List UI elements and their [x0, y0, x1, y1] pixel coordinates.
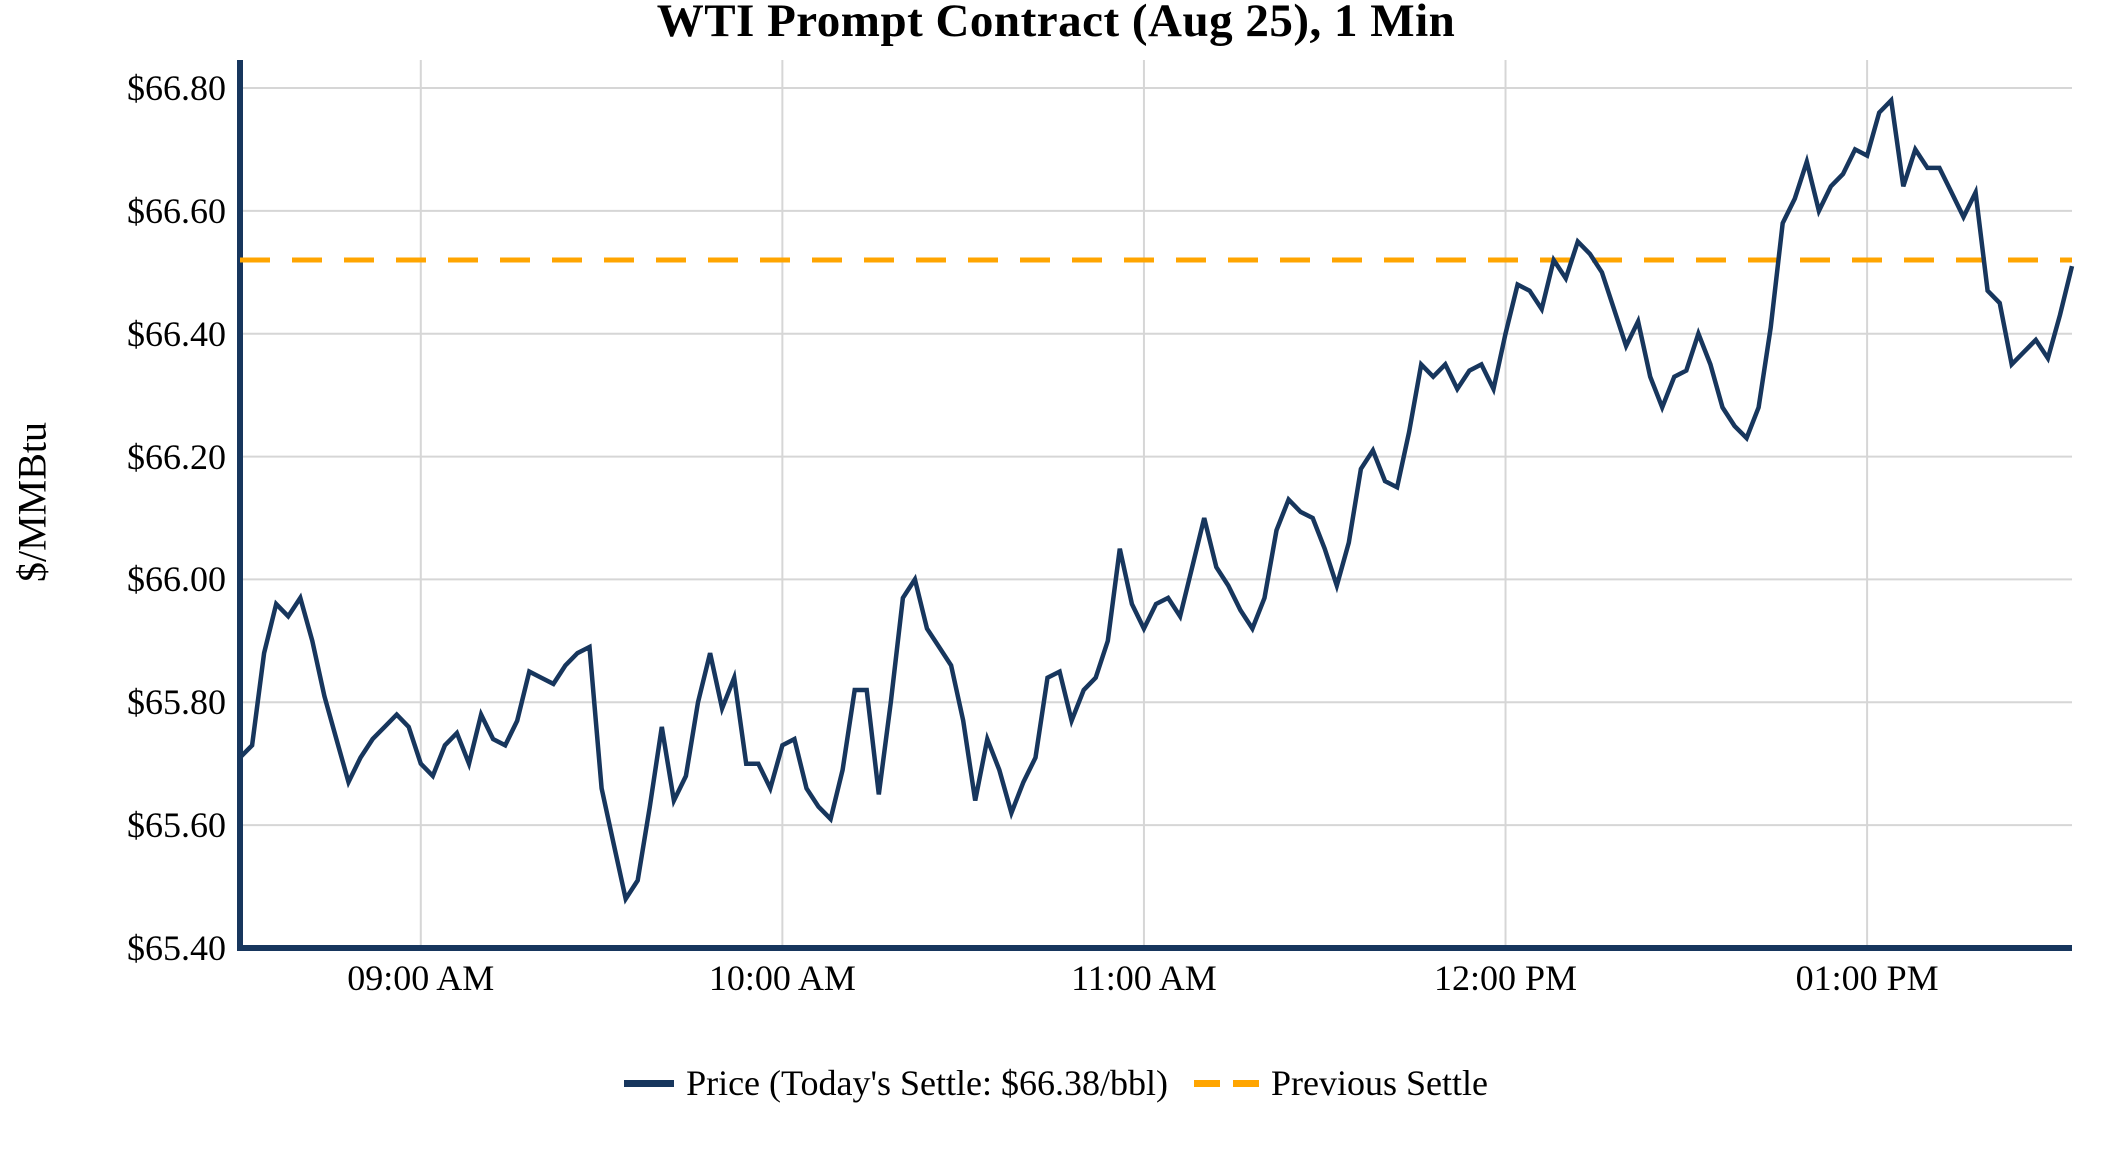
price-line-sample: [624, 1079, 675, 1087]
x-tick-label: 10:00 AM: [708, 958, 856, 998]
legend-price-label: Price (Today's Settle: $66.38/bbl): [686, 1063, 1168, 1103]
y-tick-label: $66.20: [127, 436, 226, 477]
legend: Price (Today's Settle: $66.38/bbl) Previ…: [0, 1062, 2112, 1104]
legend-item-previous-settle: Previous Settle: [1193, 1062, 1488, 1104]
price-chart-svg: [237, 60, 2075, 951]
price-line: [238, 95, 2075, 905]
y-tick-label: $65.40: [127, 928, 226, 968]
y-tick-label: $65.80: [127, 682, 226, 723]
plot-area: [237, 60, 2075, 952]
x-tick-label: 11:00 AM: [1071, 958, 1217, 998]
legend-previous-settle-label: Previous Settle: [1270, 1063, 1488, 1103]
y-tick-label: $66.40: [127, 313, 226, 354]
y-tick-label: $66.80: [127, 68, 226, 108]
x-tick-label: 12:00 PM: [1433, 958, 1578, 998]
legend-item-price: Price (Today's Settle: $66.38/bbl): [624, 1062, 1168, 1104]
x-tick-label: 09:00 AM: [347, 958, 495, 998]
y-tick-label: $66.00: [127, 559, 226, 600]
chart-title: WTI Prompt Contract (Aug 25), 1 Min: [656, 0, 1456, 47]
y-tick-label: $66.60: [127, 190, 226, 231]
previous-settle-dash-sample: [1193, 1079, 1259, 1087]
x-tick-label: 01:00 PM: [1795, 958, 1939, 998]
y-tick-label: $65.60: [127, 805, 226, 846]
